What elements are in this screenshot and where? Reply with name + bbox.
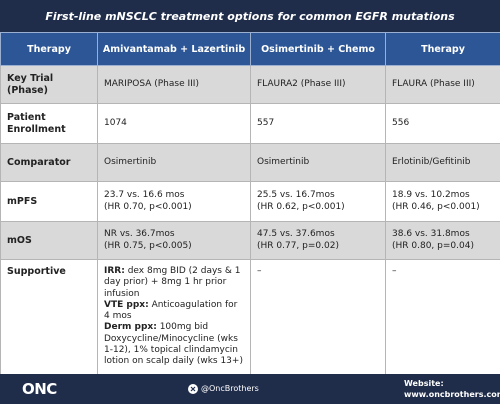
website: www.oncbrothers.com [404,390,500,399]
cell-line: Osimertinib [257,156,310,167]
supportive-item: Derm ppx: 100mg bid Doxycycline/Minocycl… [104,322,244,367]
cell-line: NR vs. 36.7mos [104,229,175,240]
row-label: Key Trial (Phase) [0,65,98,104]
cell-line: (HR 0.75, p<0.005) [104,240,192,251]
table-row: Patient Enrollment 1074 557 556 [0,103,500,144]
column-header: Therapy [385,32,500,66]
table-row: Key Trial (Phase) MARIPOSA (Phase III) FLA… [0,65,500,104]
cell-line: 47.5 vs. 37.6mos [257,229,335,240]
cell-line: (HR 0.77, p=0.02) [257,240,339,251]
x-icon [188,384,198,394]
handle: @OncBrothers [201,384,259,393]
cell-line: 18.9 vs. 10.2mos [392,190,470,201]
row-label: Supportive [0,259,98,376]
cell: FLAURA2 (Phase III) [250,65,386,104]
cell: 1074 [97,103,251,144]
cell: Osimertinib [97,143,251,182]
logo: ONC [22,380,57,398]
cell-line: 1074 [104,117,127,128]
row-label: Comparator [0,143,98,182]
cell: FLAURA (Phase III) [385,65,500,104]
item-text: 100mg bid Doxycycline/Minocycline (wks 1… [104,322,243,366]
table-row: mOS NR vs. 36.7mos (HR 0.75, p<0.005) 47.5 … [0,221,500,260]
cell: Osimertinib [250,143,386,182]
cell: 23.7 vs. 16.6 mos (HR 0.70, p<0.001) [97,181,251,222]
header-row: Therapy Amivantamab + Lazertinib Osimert… [0,32,500,66]
cell: Erlotinib/Gefitinib [385,143,500,182]
row-label: mPFS [0,181,98,222]
table-body: Key Trial (Phase) MARIPOSA (Phase III) FLA… [0,65,500,376]
supportive-item: VTE ppx: Anticoagulation for 4 mos [104,300,244,323]
cell-line: 25.5 vs. 16.7mos [257,190,335,201]
column-header: Amivantamab + Lazertinib [97,32,251,66]
cell-line: MARIPOSA (Phase III) [104,78,199,89]
cell-line: FLAURA2 (Phase III) [257,78,346,89]
column-header: Osimertinib + Chemo [250,32,386,66]
cell-line: 557 [257,117,275,128]
cell: 47.5 vs. 37.6mos (HR 0.77, p=0.02) [250,221,386,260]
cell: 18.9 vs. 10.2mos (HR 0.46, p<0.001) [385,181,500,222]
title: First-line mNSCLC treatment options for … [0,0,500,32]
table-row: mPFS 23.7 vs. 16.6 mos (HR 0.70, p<0.001) 2… [0,181,500,222]
table-row: Supportive IRR: dex 8mg BID (2 days & 1 d… [0,259,500,376]
cell: NR vs. 36.7mos (HR 0.75, p<0.005) [97,221,251,260]
item-label: VTE ppx: [104,299,149,310]
cell-line: 38.6 vs. 31.8mos [392,229,470,240]
footer: ONC @OncBrothers Website: www.oncbrother… [0,374,500,404]
cell: 556 [385,103,500,144]
item-label: IRR: [104,266,125,276]
item-label: Derm ppx: [104,322,157,333]
website-label: Website: [404,379,444,388]
cell-line: FLAURA (Phase III) [392,78,475,89]
row-label: Patient Enrollment [0,103,98,144]
row-label: mOS [0,221,98,260]
cell-line: (HR 0.46, p<0.001) [392,201,480,212]
cell: 25.5 vs. 16.7mos (HR 0.62, p<0.001) [250,181,386,222]
cell: – [250,259,386,376]
item-text: dex 8mg BID (2 days & 1 day prior) + 8mg… [104,266,241,299]
table-row: Comparator Osimertinib Osimertinib Erlotini… [0,143,500,182]
cell-line: 556 [392,117,410,128]
cell-line: Erlotinib/Gefitinib [392,156,471,167]
column-header: Therapy [0,32,98,66]
cell-line: (HR 0.62, p<0.001) [257,201,345,212]
table: Therapy Amivantamab + Lazertinib Osimert… [0,32,500,376]
item-text: Anticoagulation for 4 mos [104,299,238,321]
cell: IRR: dex 8mg BID (2 days & 1 day prior) … [97,259,251,376]
cell: – [385,259,500,376]
cell: MARIPOSA (Phase III) [97,65,251,104]
cell: 38.6 vs. 31.8mos (HR 0.80, p=0.04) [385,221,500,260]
cell-line: (HR 0.70, p<0.001) [104,201,192,212]
cell-line: 23.7 vs. 16.6 mos [104,190,185,201]
cell-line: (HR 0.80, p=0.04) [392,240,474,251]
supportive-item: IRR: dex 8mg BID (2 days & 1 day prior) … [104,266,244,300]
cell-line: Osimertinib [104,156,157,167]
cell: 557 [250,103,386,144]
